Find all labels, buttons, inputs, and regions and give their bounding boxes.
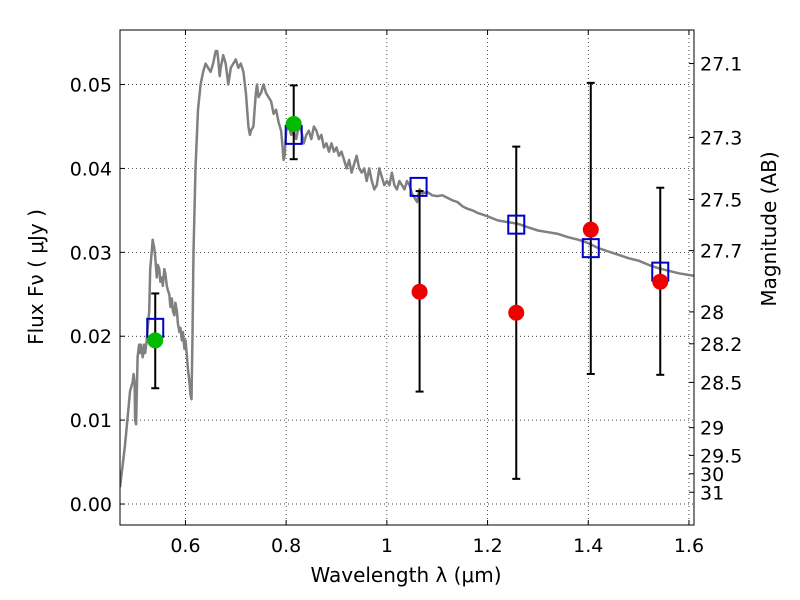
model-photometry-point xyxy=(581,238,600,259)
y2-tick-label: 30 xyxy=(700,464,724,486)
x-tick-label: 1.6 xyxy=(674,535,704,557)
y2-axis-label: Magnitude (AB) xyxy=(757,151,781,306)
y-tick-label: 0.00 xyxy=(70,494,112,516)
x-tick-label: 0.6 xyxy=(170,535,200,557)
spectrum-line xyxy=(120,49,694,488)
non-detection-point xyxy=(652,273,669,290)
y2-tick-label: 27.1 xyxy=(700,54,742,76)
x-tick-label: 1.4 xyxy=(573,535,603,557)
non-detection-point xyxy=(582,221,599,238)
y2-tick-label: 31 xyxy=(700,482,724,504)
y-axis-label: Flux Fν ( μJy ) xyxy=(24,209,48,345)
y-tick-label: 0.02 xyxy=(70,326,112,348)
x-tick-label: 1 xyxy=(381,535,393,557)
non-detection-point xyxy=(411,283,428,300)
y-tick-label: 0.03 xyxy=(70,242,112,264)
detection-point xyxy=(285,115,302,132)
plot-area-background xyxy=(120,30,694,525)
x-tick-label: 1.2 xyxy=(472,535,502,557)
x-axis-label: Wavelength λ (μm) xyxy=(310,563,501,587)
y2-tick-label: 27.5 xyxy=(700,189,742,211)
plot-frame xyxy=(119,29,695,526)
detection-point xyxy=(147,332,164,349)
y-tick-label: 0.04 xyxy=(70,158,112,180)
y2-tick-label: 27.3 xyxy=(700,127,742,149)
axes-layer: 0.6 0.8 1 1.2 1.4 1.6 0.00 0.01 0.02 0.03 0.04 0.05… xyxy=(70,30,742,557)
model-photometry-point xyxy=(409,176,428,197)
non-detection-point xyxy=(508,304,525,321)
grid xyxy=(120,30,694,525)
y-tick-label: 0.01 xyxy=(70,410,112,432)
y2-tick-label: 27.7 xyxy=(700,241,742,263)
y2-tick-label: 29 xyxy=(700,418,724,440)
plot-layer xyxy=(120,49,694,488)
y2-tick-label: 29.5 xyxy=(700,445,742,467)
y-tick-label: 0.05 xyxy=(70,75,112,97)
model-photometry-point xyxy=(507,214,526,235)
x-tick-label: 0.8 xyxy=(271,535,301,557)
y2-tick-label: 28.5 xyxy=(700,372,742,394)
y2-tick-label: 28 xyxy=(700,302,724,324)
y2-tick-label: 28.2 xyxy=(700,334,742,356)
